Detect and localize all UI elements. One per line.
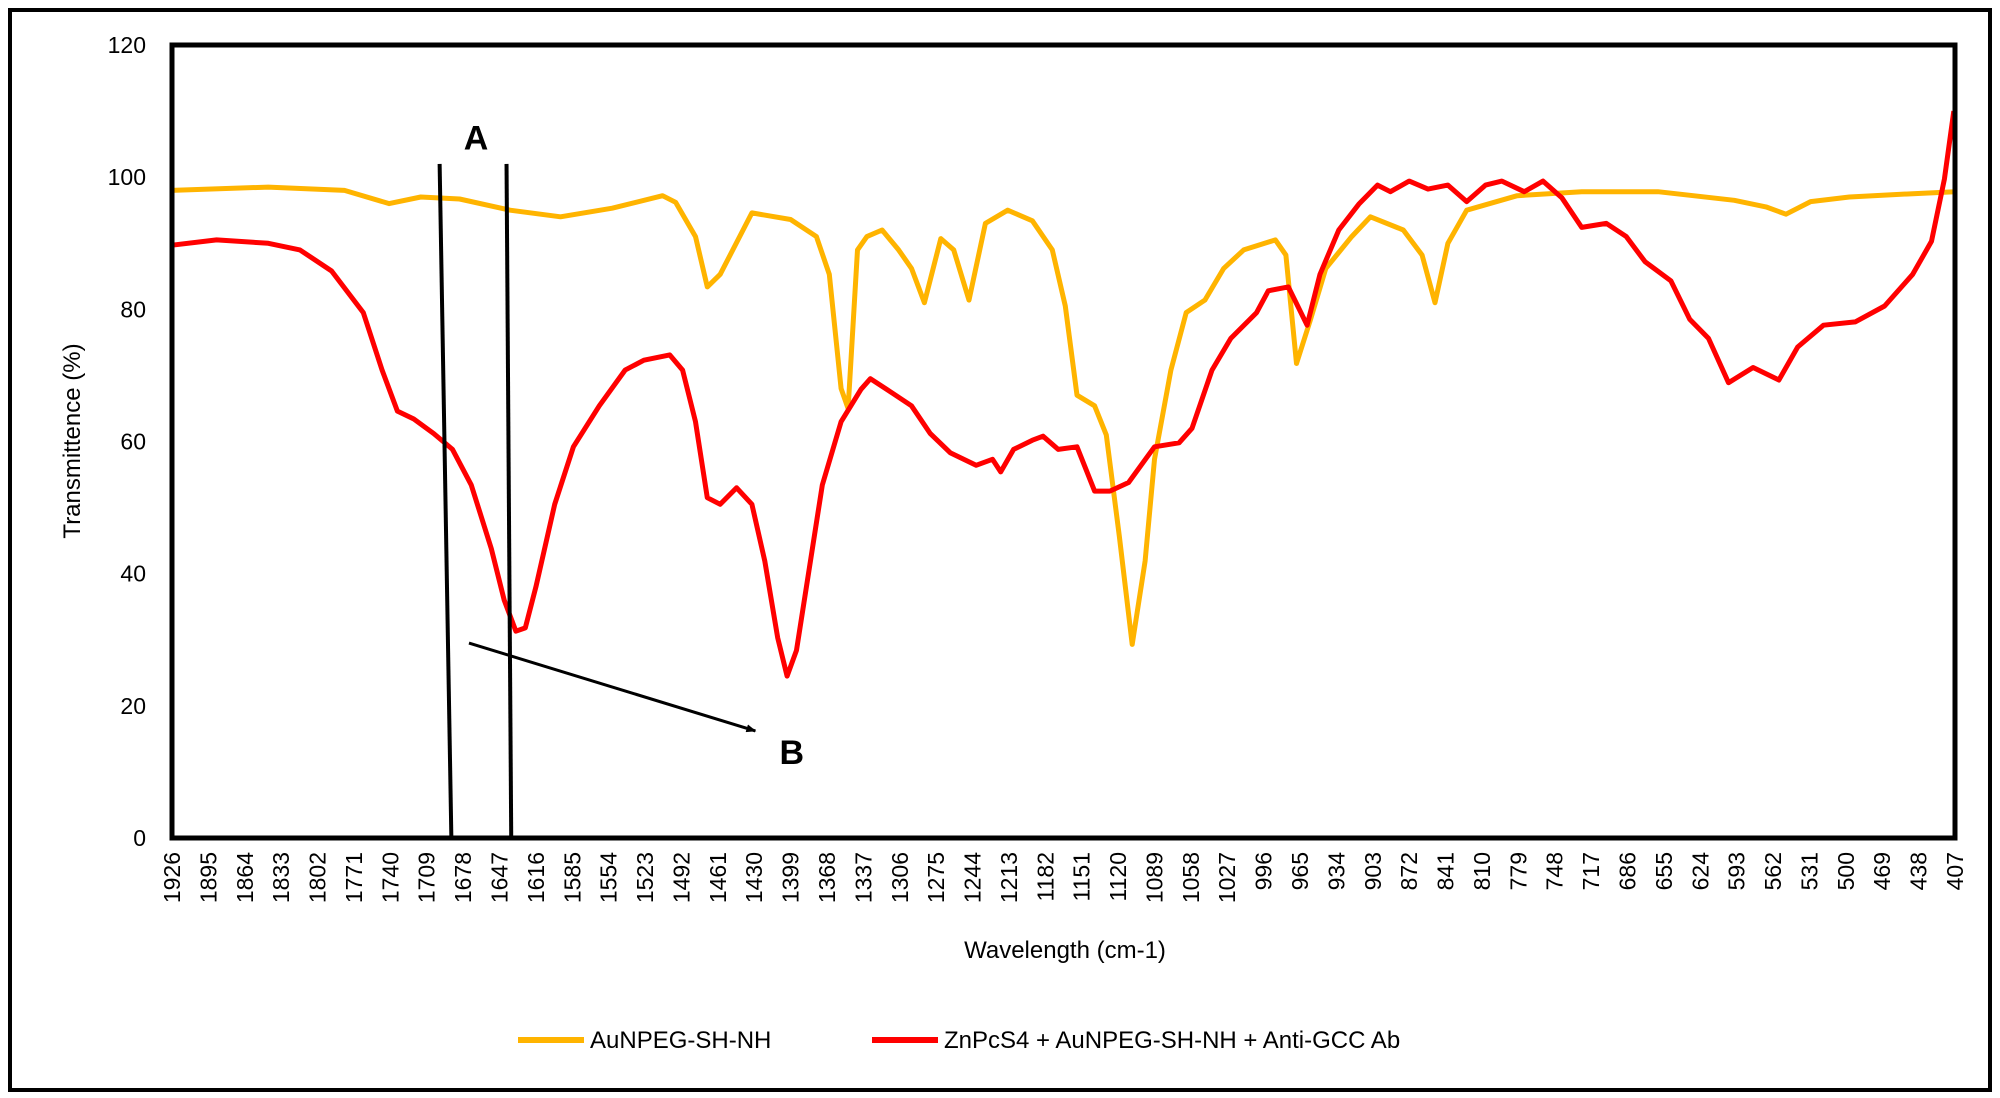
x-axis-ticks: 1926 1895 1864 1833 1802 1771 1740 1709 1678 1647… <box>159 852 1968 903</box>
x-tick-label: 1027 <box>1214 852 1240 903</box>
x-tick-label: 1802 <box>305 852 331 903</box>
x-tick-label: 1461 <box>705 852 731 903</box>
x-tick-label: 1151 <box>1069 852 1095 901</box>
x-tick-label: 1833 <box>268 852 294 903</box>
x-tick-label: 1275 <box>923 852 949 903</box>
y-tick-label: 60 <box>120 429 146 455</box>
x-tick-label: 1213 <box>996 852 1022 903</box>
x-tick-label: 1368 <box>814 852 840 903</box>
annotation-label-a: A <box>464 120 489 158</box>
x-tick-label: 655 <box>1651 852 1677 890</box>
x-tick-label: 934 <box>1323 852 1349 891</box>
legend-label-aunpeg: AuNPEG-SH-NH <box>590 1027 771 1054</box>
x-tick-label: 1399 <box>778 852 804 903</box>
x-tick-label: 1306 <box>887 852 913 903</box>
x-tick-label: 1492 <box>668 852 694 903</box>
x-tick-label: 500 <box>1833 852 1859 890</box>
y-tick-label: 20 <box>120 693 146 719</box>
annotation-arrow-b <box>468 641 757 733</box>
series-layer <box>171 110 1957 679</box>
x-tick-label: 717 <box>1578 852 1604 890</box>
x-tick-label: 748 <box>1542 852 1568 890</box>
x-tick-label: 965 <box>1287 852 1313 890</box>
x-tick-label: 1430 <box>741 852 767 903</box>
x-tick-label: 1647 <box>486 852 512 903</box>
y-axis-title: Transmittence (%) <box>59 343 86 538</box>
y-tick-label: 80 <box>120 296 146 322</box>
x-tick-label: 1554 <box>596 852 622 903</box>
x-tick-label: 438 <box>1906 852 1932 890</box>
x-tick-label: 407 <box>1942 852 1968 890</box>
x-tick-label: 593 <box>1724 852 1750 890</box>
x-tick-label: 996 <box>1251 852 1277 890</box>
y-tick-label: 100 <box>108 164 146 190</box>
legend-label-znpcs4: ZnPcS4 + AuNPEG-SH-NH + Anti-GCC Ab <box>944 1027 1400 1054</box>
x-tick-label: 1616 <box>523 852 549 903</box>
x-tick-label: 1926 <box>159 852 185 903</box>
x-tick-label: 469 <box>1869 852 1895 890</box>
plot-area-border <box>169 42 1958 841</box>
x-tick-label: 841 <box>1433 852 1459 890</box>
x-tick-label: 1120 <box>1105 852 1131 901</box>
annotation-line-a2 <box>504 163 514 839</box>
annotation-line-a1 <box>437 163 454 839</box>
chart-outer-border <box>8 8 1992 1092</box>
annotation-label-b: B <box>779 734 804 772</box>
x-tick-label: 1182 <box>1032 852 1058 901</box>
x-tick-label: 1771 <box>341 852 367 903</box>
x-tick-label: 1585 <box>559 852 585 903</box>
x-tick-label: 872 <box>1396 852 1422 890</box>
x-tick-label: 624 <box>1687 852 1713 891</box>
x-tick-label: 1523 <box>632 852 658 903</box>
x-tick-label: 810 <box>1469 852 1495 890</box>
series-line-1 <box>171 110 1957 679</box>
series-line-0 <box>171 184 1956 647</box>
y-axis-ticks: 0 20 40 60 80 100 120 <box>108 32 146 851</box>
x-tick-label: 686 <box>1615 852 1641 890</box>
y-tick-label: 0 <box>133 825 146 851</box>
x-tick-label: 1089 <box>1141 852 1167 903</box>
x-axis-title: Wavelength (cm-1) <box>964 937 1166 964</box>
x-tick-label: 1678 <box>450 852 476 903</box>
y-tick-label: 40 <box>120 561 146 587</box>
annotation-layer: AB <box>437 120 804 839</box>
x-tick-label: 1244 <box>960 852 986 903</box>
x-tick-label: 531 <box>1796 852 1822 890</box>
x-tick-label: 1337 <box>850 852 876 903</box>
x-tick-label: 903 <box>1360 852 1386 890</box>
x-tick-label: 1895 <box>195 852 221 903</box>
x-tick-label: 1058 <box>1178 852 1204 903</box>
x-tick-label: 779 <box>1505 852 1531 890</box>
x-tick-label: 1709 <box>414 852 440 903</box>
x-tick-label: 562 <box>1760 852 1786 890</box>
x-tick-label: 1740 <box>377 852 403 903</box>
x-tick-label: 1864 <box>232 852 258 903</box>
y-tick-label: 120 <box>108 32 146 58</box>
legend: AuNPEG-SH-NH ZnPcS4 + AuNPEG-SH-NH + Ant… <box>518 1027 1400 1054</box>
